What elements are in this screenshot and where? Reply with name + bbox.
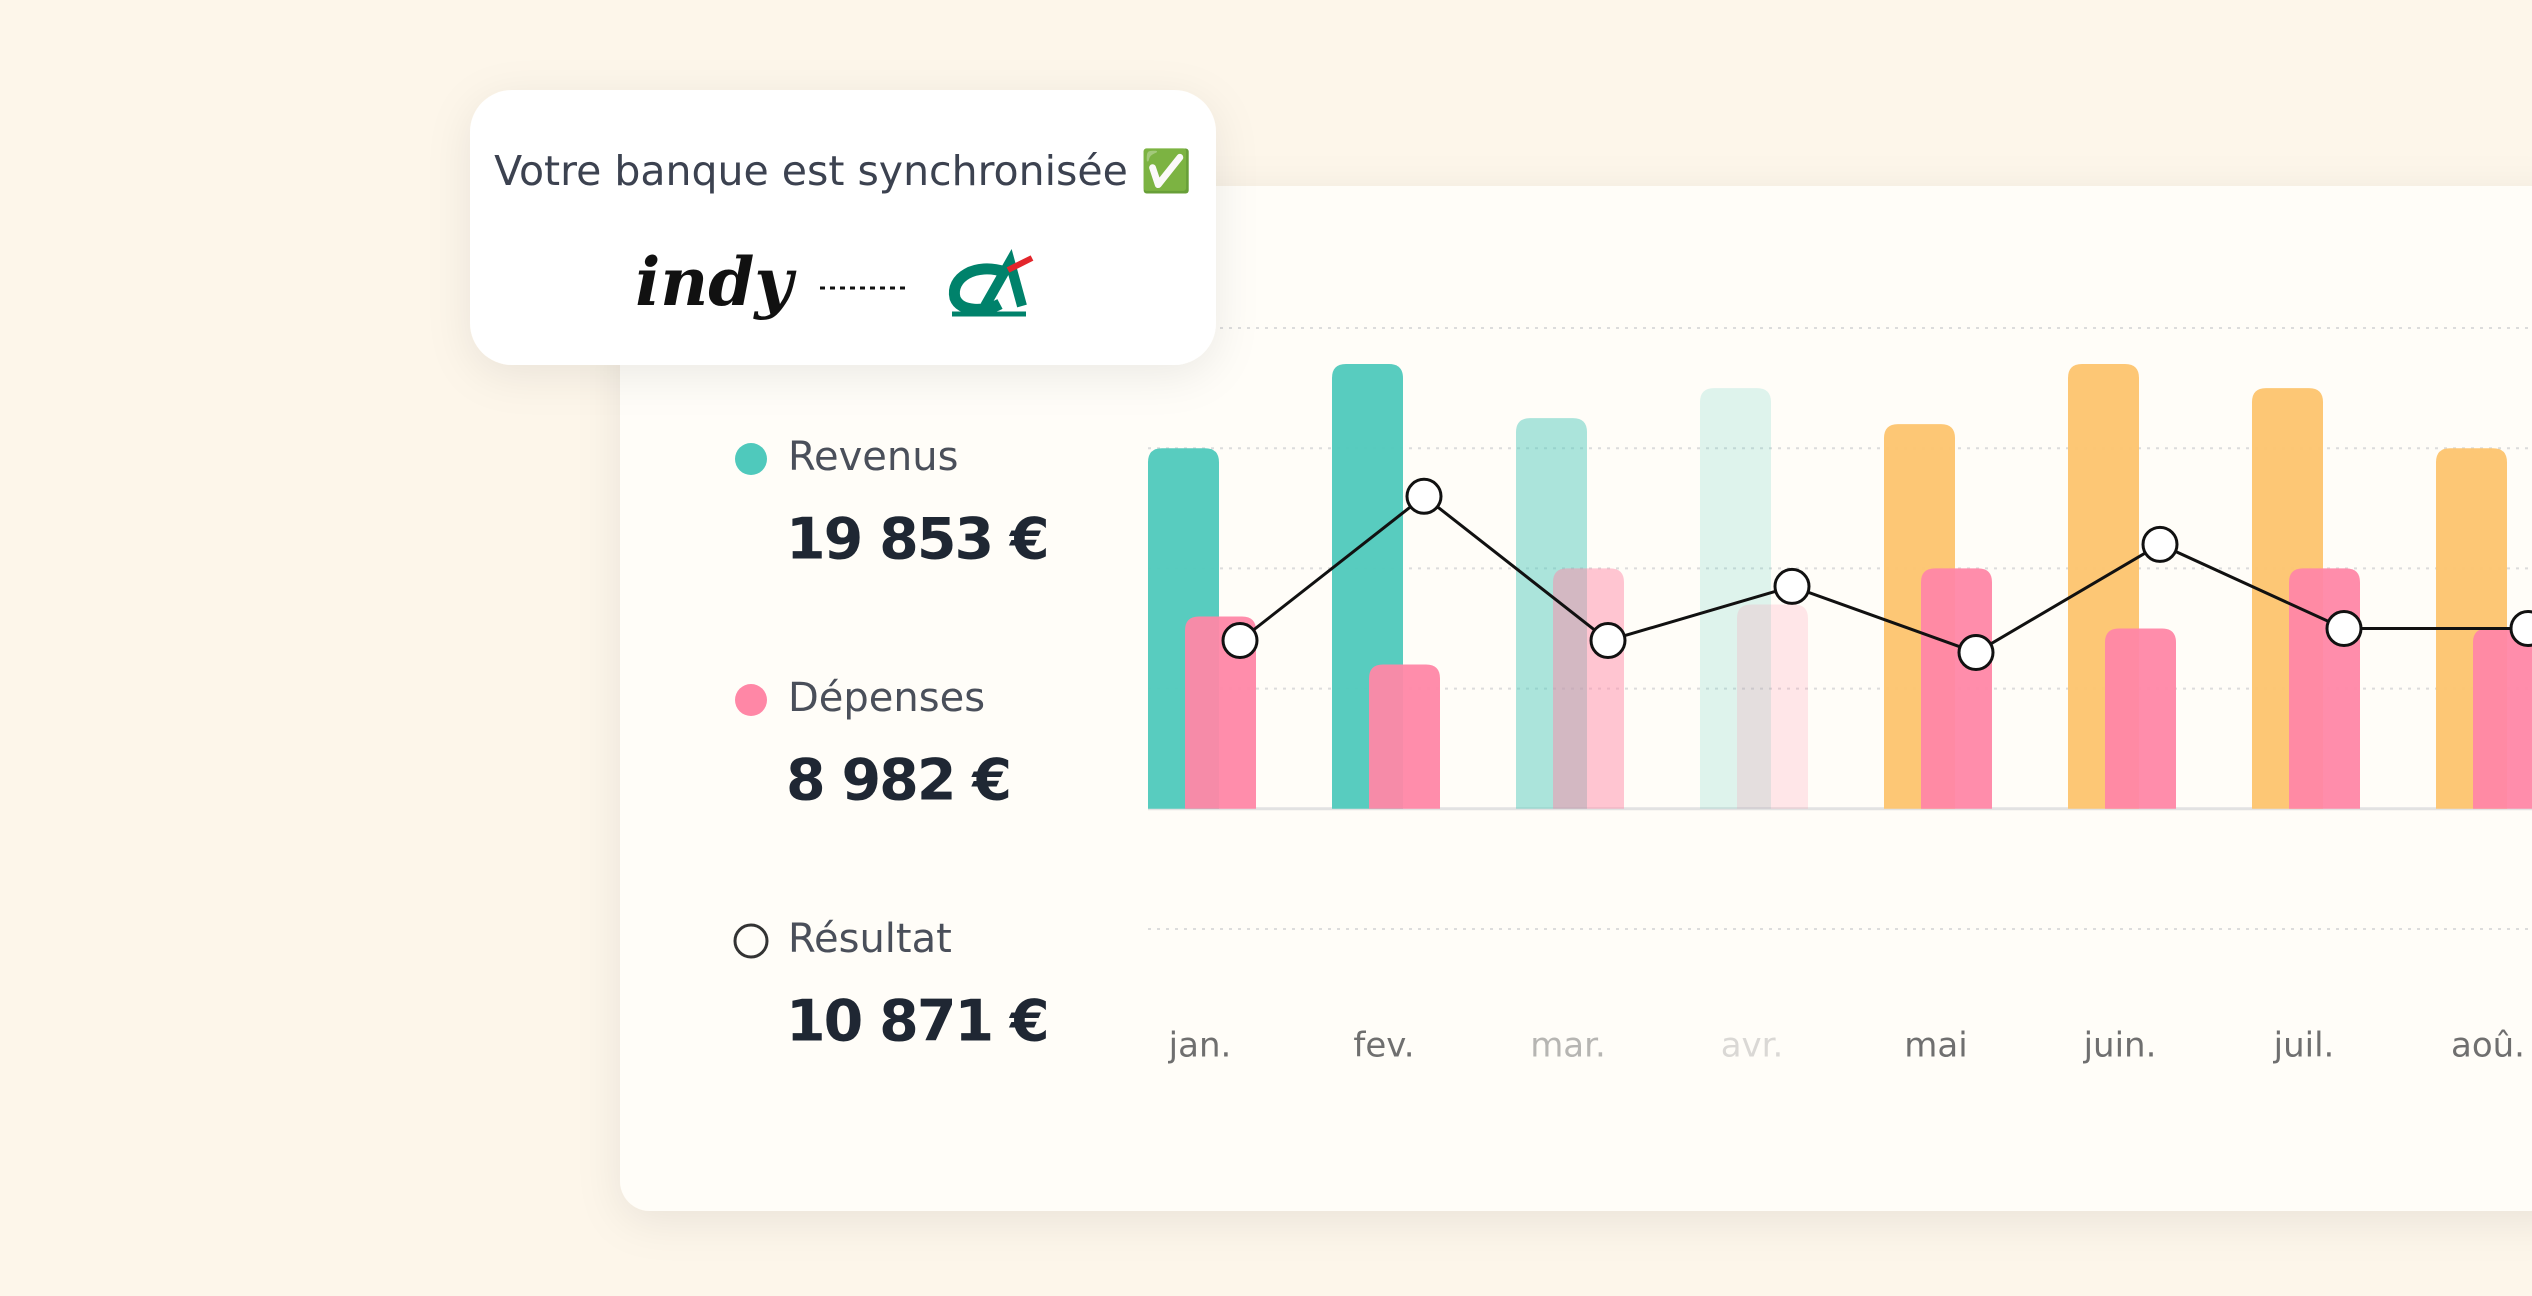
result-point bbox=[2325, 610, 2363, 647]
logo-a bbox=[980, 248, 1027, 309]
card bbox=[470, 90, 1216, 365]
plot: jan. fev. mar. avr. mai juin. juil. aoû. bbox=[1148, 327, 2532, 1066]
result-point bbox=[1957, 634, 1995, 672]
bar bbox=[2289, 568, 2360, 809]
legend: Revenus 19 853 € Dépenses 8 982 € Résultat 10… bbox=[733, 434, 1050, 1055]
result-point bbox=[2509, 610, 2532, 647]
x-tick-label: mai bbox=[1904, 1026, 1967, 1066]
legend-total: 8 982 € bbox=[786, 748, 1010, 814]
legend-label: Résultat bbox=[788, 916, 952, 962]
panel bbox=[620, 186, 2532, 1211]
bar bbox=[1921, 568, 1992, 809]
legend-total: 19 853 € bbox=[786, 507, 1048, 573]
legend-label: Revenus bbox=[788, 434, 958, 480]
result-point bbox=[1405, 477, 1443, 515]
sync-card: Votre banque est synchronisée ✅ indy bbox=[470, 90, 1216, 365]
bar bbox=[2473, 628, 2532, 809]
brand-logo: indy bbox=[635, 243, 797, 321]
bank-logo bbox=[948, 248, 1034, 317]
x-tick-label: juil. bbox=[2273, 1026, 2335, 1066]
bar bbox=[1516, 418, 1587, 809]
bar bbox=[2105, 628, 2176, 809]
x-tick-label: avr. bbox=[1721, 1026, 1784, 1066]
legend-total: 10 871 € bbox=[786, 989, 1048, 1055]
legend-marker bbox=[735, 684, 767, 716]
logo-red bbox=[1006, 255, 1034, 273]
legend-label: Dépenses bbox=[788, 675, 985, 721]
bar bbox=[1369, 664, 1440, 809]
logo-c bbox=[948, 263, 1007, 315]
bar bbox=[1185, 616, 1256, 809]
result-point bbox=[1589, 622, 1627, 660]
result-point bbox=[1773, 567, 1811, 605]
result-point bbox=[2141, 525, 2179, 563]
x-tick-label: jan. bbox=[1168, 1026, 1232, 1066]
legend-marker bbox=[735, 443, 767, 475]
sync-text: Votre banque est synchronisée ✅ bbox=[494, 147, 1192, 195]
x-tick-label: aoû. bbox=[2451, 1026, 2525, 1066]
result-line bbox=[1239, 494, 2528, 655]
bar bbox=[1737, 604, 1808, 809]
bar bbox=[1700, 388, 1771, 809]
result-point bbox=[1221, 622, 1259, 660]
x-tick-label: fev. bbox=[1353, 1026, 1414, 1066]
legend-marker bbox=[733, 923, 769, 959]
x-tick-label: juin. bbox=[2083, 1026, 2157, 1066]
x-tick-label: mar. bbox=[1530, 1026, 1606, 1066]
